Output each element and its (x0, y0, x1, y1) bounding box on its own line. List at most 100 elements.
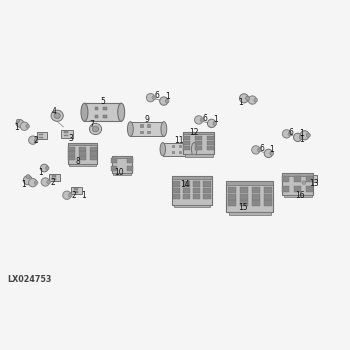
Circle shape (200, 118, 204, 122)
Circle shape (264, 149, 273, 158)
Text: 2: 2 (51, 178, 55, 187)
Bar (37, 132, 47, 139)
Circle shape (248, 96, 257, 104)
Ellipse shape (92, 126, 99, 132)
Circle shape (254, 98, 258, 102)
Bar (308, 179, 312, 181)
Ellipse shape (89, 124, 101, 134)
Bar (228, 187, 236, 193)
Circle shape (146, 93, 155, 102)
Bar (79, 156, 86, 160)
Bar (68, 142, 97, 145)
Bar (94, 107, 98, 110)
Bar (203, 188, 211, 193)
Bar (111, 159, 117, 163)
Bar (173, 181, 180, 187)
Circle shape (306, 133, 310, 137)
Bar (306, 186, 313, 192)
Bar (184, 154, 213, 156)
Circle shape (294, 133, 302, 141)
Bar (68, 156, 75, 160)
Text: LX024753: LX024753 (7, 275, 51, 284)
Ellipse shape (127, 122, 133, 136)
Bar (252, 187, 260, 193)
Circle shape (246, 96, 250, 100)
Text: 2: 2 (71, 191, 76, 201)
Bar (172, 151, 174, 153)
Bar (282, 173, 313, 195)
Ellipse shape (54, 113, 60, 119)
Text: 1: 1 (38, 168, 43, 177)
Circle shape (34, 138, 38, 142)
Bar (112, 156, 132, 158)
Bar (264, 200, 272, 206)
Bar (240, 194, 248, 199)
Text: 1: 1 (165, 92, 170, 101)
Circle shape (239, 94, 248, 103)
Bar (147, 131, 150, 133)
Bar (294, 186, 301, 192)
Text: 6: 6 (259, 144, 264, 153)
Text: 16: 16 (296, 191, 305, 200)
Bar (183, 132, 215, 154)
Bar (68, 151, 75, 155)
Ellipse shape (51, 110, 63, 121)
Circle shape (68, 193, 72, 197)
Bar (183, 141, 190, 145)
Text: 2: 2 (34, 136, 38, 145)
Circle shape (29, 136, 37, 144)
Bar (71, 187, 82, 194)
Bar (68, 142, 97, 164)
Circle shape (26, 175, 30, 178)
Text: 11: 11 (174, 136, 183, 145)
Text: 12: 12 (189, 128, 199, 137)
Bar (226, 181, 273, 212)
Bar (282, 176, 289, 182)
Text: 7: 7 (90, 120, 95, 129)
Bar (111, 166, 117, 170)
Text: 6: 6 (202, 114, 207, 123)
Circle shape (296, 178, 305, 187)
Bar (179, 145, 181, 147)
Circle shape (195, 116, 203, 124)
Text: 6: 6 (154, 91, 159, 100)
Text: 9: 9 (145, 115, 149, 124)
Bar (284, 195, 312, 197)
Circle shape (213, 121, 217, 125)
Bar (173, 188, 180, 193)
Circle shape (257, 148, 261, 152)
Bar (207, 136, 214, 140)
Circle shape (41, 178, 49, 186)
Bar (195, 141, 202, 145)
Bar (127, 159, 133, 163)
Bar (147, 125, 150, 127)
Bar (203, 181, 211, 187)
Bar (207, 141, 214, 145)
Bar (68, 147, 75, 151)
Bar (264, 187, 272, 193)
Bar (131, 122, 164, 136)
Bar (84, 103, 121, 121)
Bar (39, 134, 43, 135)
Bar (240, 187, 248, 193)
Bar (69, 164, 96, 166)
Bar (91, 147, 97, 151)
Circle shape (165, 99, 169, 103)
Text: 1: 1 (213, 115, 217, 124)
Bar (113, 173, 131, 175)
Bar (172, 176, 212, 205)
Bar (140, 125, 142, 127)
Bar (103, 114, 107, 118)
Circle shape (270, 152, 274, 155)
Bar (112, 156, 132, 173)
Bar (306, 176, 313, 182)
Text: 15: 15 (238, 203, 248, 211)
Bar (228, 194, 236, 199)
Bar (39, 136, 43, 138)
Bar (74, 191, 78, 193)
Bar (226, 181, 273, 185)
Bar (193, 194, 201, 199)
Circle shape (46, 166, 49, 170)
Bar (140, 131, 142, 133)
Bar (229, 212, 271, 215)
